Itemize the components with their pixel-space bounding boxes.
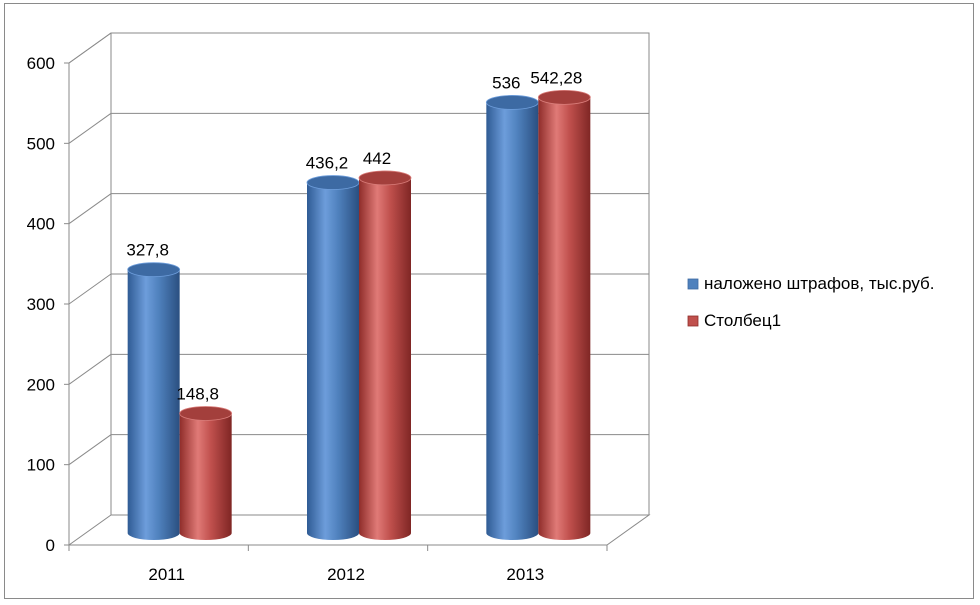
bar-2011-series-1: [127, 269, 180, 540]
data-label: 148,8: [176, 384, 219, 403]
bar-2012-series-1: [307, 182, 359, 540]
legend: наложено штрафов, тыс.руб. Столбец1: [687, 274, 935, 330]
bar-cap-2011-series-1: [127, 262, 181, 278]
bar-cap-2012-series-2: [358, 170, 412, 186]
data-label: 327,8: [126, 241, 169, 260]
y-tick-label: 100: [27, 456, 55, 475]
gridline-side: [68, 353, 112, 385]
x-tick-label: 2012: [327, 565, 365, 584]
bar-cap-2011-series-2: [179, 406, 233, 421]
y-tick-label: 500: [27, 134, 55, 153]
bar-cap-2012-series-1: [306, 175, 360, 190]
y-tick-label: 400: [27, 215, 55, 234]
gridline-side: [68, 434, 112, 466]
y-tick-label: 600: [27, 54, 55, 73]
data-label: 542,28: [530, 68, 582, 87]
bar-2013-series-2: [538, 97, 591, 540]
y-tick-label: 300: [27, 295, 55, 314]
y-tick-label: 0: [46, 536, 55, 555]
bar-cap-2013-series-1: [485, 95, 539, 110]
bar-2013-series-1: [486, 102, 539, 540]
bar-2011-series-2: [179, 413, 232, 540]
gridline-side: [68, 32, 112, 64]
gridline-side: [68, 273, 112, 305]
data-label: 442: [363, 149, 391, 168]
legend-label-series-1: наложено штрафов, тыс.руб.: [704, 274, 935, 293]
legend-swatch-series-2: [687, 315, 699, 327]
labels: 0 100 200 300 400 500 600 2011 2012 2013 327,8 148,…: [27, 54, 583, 584]
bar-2012-series-2: [359, 177, 411, 540]
legend-swatch-series-1: [687, 278, 699, 290]
bars: [127, 89, 591, 540]
gridline-side: [68, 112, 112, 144]
data-label: 436,2: [306, 154, 349, 173]
bar-cap-2013-series-2: [537, 89, 591, 105]
legend-label-series-2: Столбец1: [704, 311, 781, 330]
x-tick-label: 2013: [506, 565, 544, 584]
gridline-side: [68, 193, 112, 225]
data-label: 536: [492, 73, 520, 92]
y-tick-label: 200: [27, 375, 55, 394]
x-tick-label: 2011: [148, 565, 185, 584]
